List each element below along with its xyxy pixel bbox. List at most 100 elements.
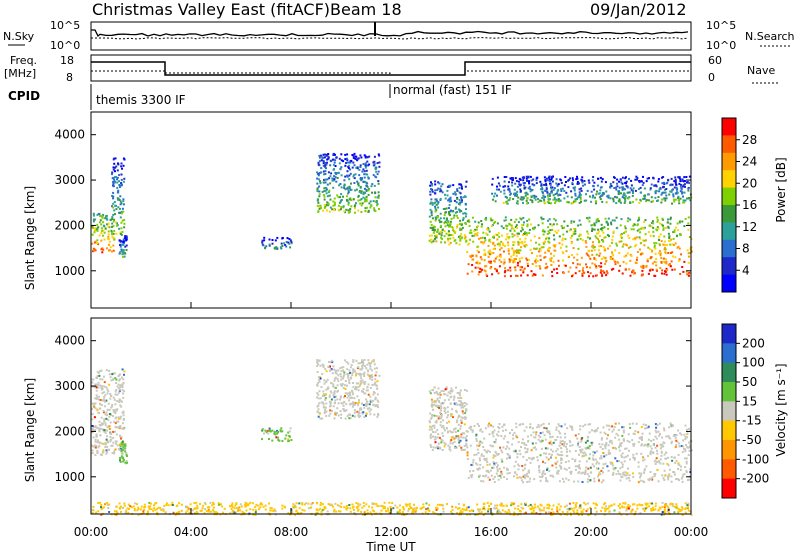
velocity-echo-cell	[537, 434, 540, 437]
power-echo-cell	[376, 196, 379, 199]
power-echo-cell	[672, 255, 675, 258]
velocity-echo-cell	[675, 506, 678, 509]
power-echo-cell	[509, 266, 512, 269]
velocity-echo-cell	[478, 425, 480, 427]
velocity-echo-cell	[112, 436, 115, 439]
power-echo-cell	[326, 195, 329, 198]
velocity-echo-cell	[571, 444, 574, 447]
velocity-echo-cell	[363, 392, 366, 395]
power-echo-cell	[674, 226, 677, 229]
velocity-echo-cell	[587, 467, 590, 470]
power-echo-cell	[98, 221, 101, 224]
power-echo-cell	[465, 223, 467, 225]
velocity-echo-cell	[465, 403, 468, 406]
velocity-echo-cell	[517, 505, 520, 508]
power-echo-cell	[432, 225, 435, 228]
power-echo-cell	[535, 182, 538, 185]
velocity-echo-cell	[558, 444, 561, 447]
velocity-echo-cell	[329, 402, 332, 405]
velocity-echo-cell	[362, 362, 365, 365]
velocity-echo-cell	[526, 481, 529, 483]
power-ytick-label: 1000	[54, 264, 85, 278]
velocity-echo-cell	[500, 435, 503, 437]
power-echo-cell	[678, 177, 681, 179]
power-echo-cell	[502, 250, 505, 253]
power-echo-cell	[287, 241, 290, 244]
power-echo-cell	[101, 216, 104, 219]
power-echo-cell	[575, 266, 578, 269]
power-echo-cell	[349, 208, 352, 210]
velocity-echo-cell	[644, 502, 647, 505]
power-echo-cell	[519, 184, 522, 187]
velocity-echo-cell	[231, 502, 234, 505]
velocity-echo-cell	[371, 360, 374, 363]
power-echo-cell	[579, 223, 582, 226]
power-echo-cell	[615, 242, 618, 245]
velocity-echo-cell	[466, 446, 469, 449]
power-echo-cell	[647, 199, 650, 202]
velocity-echo-cell	[357, 505, 360, 508]
velocity-echo-cell	[686, 479, 689, 481]
velocity-echo-cell	[292, 503, 295, 506]
power-echo-cell	[552, 194, 555, 197]
velocity-echo-cell	[212, 506, 215, 509]
power-echo-region	[428, 180, 468, 246]
velocity-echo-cell	[494, 441, 497, 444]
velocity-echo-cell	[600, 438, 603, 441]
power-echo-cell	[316, 204, 319, 207]
power-echo-cell	[476, 245, 479, 248]
velocity-echo-cell	[463, 445, 466, 447]
power-echo-cell	[546, 191, 549, 194]
velocity-echo-cell	[268, 427, 271, 430]
power-echo-cell	[99, 219, 102, 222]
power-echo-cell	[612, 231, 615, 234]
velocity-echo-cell	[652, 438, 655, 441]
velocity-echo-cell	[117, 416, 120, 419]
power-echo-cell	[487, 255, 490, 258]
power-echo-cell	[496, 238, 499, 241]
power-echo-cell	[468, 225, 471, 227]
velocity-echo-cell	[430, 426, 433, 429]
power-echo-cell	[480, 268, 483, 271]
velocity-echo-cell	[480, 480, 483, 483]
velocity-echo-cell	[496, 468, 499, 471]
power-echo-cell	[530, 179, 533, 182]
power-echo-cell	[521, 176, 524, 179]
power-echo-cell	[586, 189, 589, 192]
power-echo-cell	[439, 230, 442, 233]
velocity-echo-cell	[408, 507, 410, 510]
velocity-echo-cell	[531, 458, 534, 461]
power-echo-cell	[449, 198, 452, 201]
velocity-echo-cell	[615, 447, 618, 450]
power-echo-cell	[605, 274, 608, 277]
power-echo-cell	[595, 193, 598, 196]
velocity-echo-cell	[688, 427, 690, 430]
power-echo-cell	[435, 209, 438, 212]
power-echo-cell	[533, 247, 536, 250]
power-echo-cell	[96, 227, 98, 230]
power-echo-cell	[645, 180, 648, 183]
power-echo-cell	[602, 246, 605, 249]
velocity-echo-cell	[434, 436, 437, 438]
velocity-echo-cell	[106, 445, 109, 448]
power-echo-cell	[373, 207, 376, 210]
velocity-echo-cell	[109, 432, 112, 435]
velocity-echo-cell	[365, 389, 368, 392]
power-echo-cell	[360, 190, 363, 193]
power-echo-cell	[114, 181, 117, 184]
velocity-echo-cell	[117, 375, 120, 378]
velocity-echo-cell	[119, 373, 121, 376]
velocity-echo-cell	[581, 448, 584, 451]
velocity-echo-cell	[342, 369, 345, 372]
power-echo-region	[118, 235, 128, 258]
velocity-echo-cell	[493, 475, 496, 478]
power-echo-cell	[667, 226, 670, 229]
power-echo-cell	[452, 210, 454, 213]
velocity-echo-cell	[355, 374, 357, 377]
velocity-echo-cell	[580, 450, 583, 452]
velocity-echo-cell	[514, 450, 517, 453]
velocity-echo-cell	[353, 411, 356, 414]
velocity-echo-cell	[663, 510, 666, 513]
